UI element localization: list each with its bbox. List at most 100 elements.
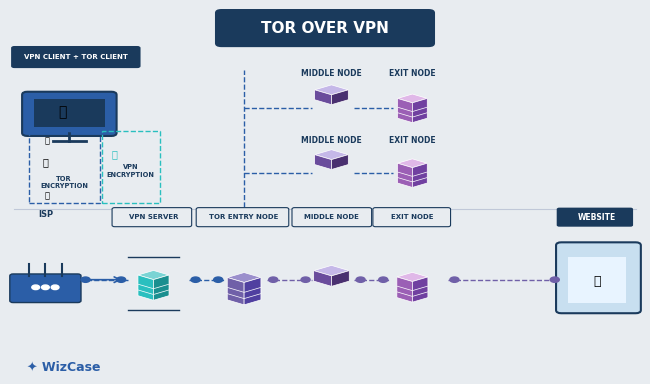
Polygon shape [412,169,427,182]
Circle shape [214,277,223,282]
Polygon shape [397,272,428,281]
Polygon shape [227,290,244,305]
Circle shape [379,277,388,282]
Polygon shape [315,90,332,105]
Circle shape [301,277,310,282]
Polygon shape [398,105,427,114]
Text: ✦ WizCase: ✦ WizCase [27,361,101,374]
Text: EXIT NODE: EXIT NODE [389,136,436,145]
FancyBboxPatch shape [292,208,372,227]
Circle shape [32,285,40,290]
Polygon shape [412,104,427,117]
Circle shape [450,277,459,282]
Bar [29,131,99,204]
Text: 🔑: 🔑 [44,191,49,200]
Text: VPN
ENCRYPTION: VPN ENCRYPTION [107,164,155,178]
Polygon shape [398,99,427,108]
Polygon shape [397,288,412,302]
Polygon shape [398,164,427,173]
Polygon shape [153,275,169,289]
Polygon shape [138,286,153,300]
Polygon shape [398,170,427,179]
Polygon shape [398,174,412,187]
Polygon shape [398,163,412,176]
FancyBboxPatch shape [373,208,450,227]
Polygon shape [227,278,244,292]
Polygon shape [138,281,153,295]
FancyBboxPatch shape [215,9,435,47]
Text: TOR OVER VPN: TOR OVER VPN [261,21,389,36]
Polygon shape [412,288,428,302]
Polygon shape [398,94,427,103]
Text: 🖼: 🖼 [593,275,601,288]
Polygon shape [412,109,427,122]
Polygon shape [315,85,348,95]
Polygon shape [138,270,169,280]
Polygon shape [398,169,412,182]
Polygon shape [314,265,349,276]
FancyBboxPatch shape [567,257,626,303]
FancyBboxPatch shape [196,208,289,227]
Text: 🔑: 🔑 [44,136,49,145]
Circle shape [42,285,49,290]
Polygon shape [138,282,169,291]
Polygon shape [412,277,428,291]
Text: 🔒: 🔒 [42,157,48,167]
Polygon shape [314,271,332,286]
Polygon shape [315,150,348,160]
FancyBboxPatch shape [112,208,192,227]
FancyBboxPatch shape [22,92,116,136]
Polygon shape [227,285,261,295]
Text: VPN CLIENT + TOR CLIENT: VPN CLIENT + TOR CLIENT [24,54,128,60]
Circle shape [191,277,200,282]
Polygon shape [315,155,332,169]
FancyBboxPatch shape [34,99,105,127]
Text: EXIT NODE: EXIT NODE [389,70,436,78]
Circle shape [116,277,125,282]
Circle shape [51,285,59,290]
Polygon shape [227,284,244,299]
Polygon shape [138,276,169,285]
Polygon shape [398,159,427,167]
Text: 🔒: 🔒 [112,150,118,160]
Polygon shape [244,290,261,305]
Polygon shape [332,155,348,169]
Text: TOR
ENCRYPTION: TOR ENCRYPTION [40,176,88,189]
Polygon shape [138,275,153,289]
Polygon shape [332,271,349,286]
Polygon shape [244,284,261,299]
Polygon shape [244,278,261,292]
Circle shape [268,277,278,282]
Polygon shape [397,278,428,287]
Polygon shape [398,98,412,112]
Text: MIDDLE NODE: MIDDLE NODE [301,136,362,145]
Text: EXIT NODE: EXIT NODE [391,214,434,220]
Polygon shape [227,273,261,283]
Text: 🛡: 🛡 [58,105,67,119]
FancyBboxPatch shape [556,208,633,227]
Text: ISP: ISP [38,210,53,219]
Polygon shape [412,174,427,187]
Text: MIDDLE NODE: MIDDLE NODE [301,70,362,78]
Circle shape [81,277,90,282]
Text: TOR ENTRY NODE: TOR ENTRY NODE [209,214,279,220]
Polygon shape [332,90,348,105]
Polygon shape [412,98,427,112]
Polygon shape [398,109,412,122]
Polygon shape [397,277,412,291]
Polygon shape [153,281,169,295]
Polygon shape [412,283,428,296]
FancyBboxPatch shape [11,46,140,68]
Circle shape [551,277,559,282]
Circle shape [356,277,365,282]
Text: WEBSITE: WEBSITE [578,213,616,222]
Bar [101,131,160,204]
Polygon shape [397,284,428,293]
Text: VPN SERVER: VPN SERVER [129,214,178,220]
FancyBboxPatch shape [556,242,641,313]
Polygon shape [412,163,427,176]
Text: MIDDLE NODE: MIDDLE NODE [304,214,359,220]
Polygon shape [398,104,412,117]
FancyBboxPatch shape [10,274,81,303]
Polygon shape [227,279,261,289]
